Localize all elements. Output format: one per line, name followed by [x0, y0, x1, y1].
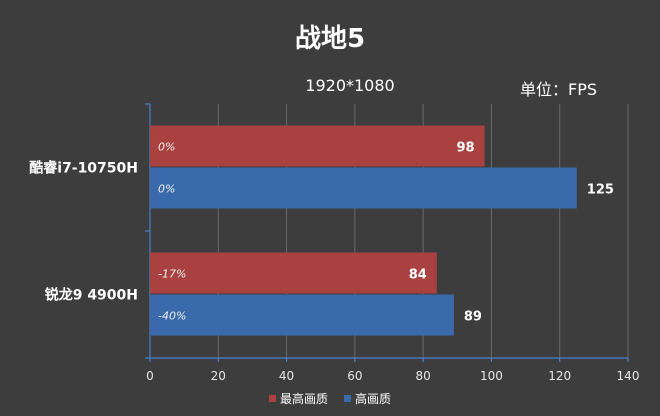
chart-title: 战地5: [294, 24, 366, 54]
x-tick-label-20: 20: [211, 369, 226, 383]
legend: 最高画质 高画质: [0, 390, 660, 407]
value-label-0-0: 98: [457, 141, 475, 156]
bar-0-1: [150, 167, 577, 209]
chart-subtitle: 1920*1080: [305, 76, 395, 95]
unit-label: 单位：FPS: [520, 80, 598, 99]
bar-1-1: [150, 294, 454, 336]
x-tick-label-100: 100: [480, 369, 503, 383]
bar-0-0: [150, 125, 485, 167]
legend-swatch-max-quality: [268, 395, 276, 402]
pct-label-0-0: 0%: [158, 141, 175, 154]
category-label-0: 酷睿i7-10750H: [29, 160, 138, 177]
pct-label-0-1: 0%: [158, 183, 175, 196]
pct-label-1-0: -17%: [158, 268, 186, 281]
value-label-1-1: 89: [464, 310, 482, 325]
x-tick-label-80: 80: [416, 369, 431, 383]
x-tick-label-120: 120: [548, 369, 571, 383]
bar-1-0: [150, 252, 437, 294]
category-label-1: 锐龙9 4900H: [45, 287, 138, 304]
value-label-1-0: 84: [409, 268, 427, 283]
x-tick-label-0: 0: [146, 369, 154, 383]
value-label-0-1: 125: [587, 183, 614, 198]
legend-label-high-quality: 高画质: [355, 392, 392, 406]
legend-item-max-quality: 最高画质: [268, 390, 328, 407]
legend-swatch-high-quality: [344, 395, 351, 402]
legend-label-max-quality: 最高画质: [279, 392, 328, 406]
pct-label-1-1: -40%: [158, 310, 186, 323]
x-tick-label-40: 40: [279, 369, 294, 383]
x-tick-label-140: 140: [617, 369, 640, 383]
legend-item-high-quality: 高画质: [344, 390, 391, 407]
x-tick-label-60: 60: [347, 369, 362, 383]
